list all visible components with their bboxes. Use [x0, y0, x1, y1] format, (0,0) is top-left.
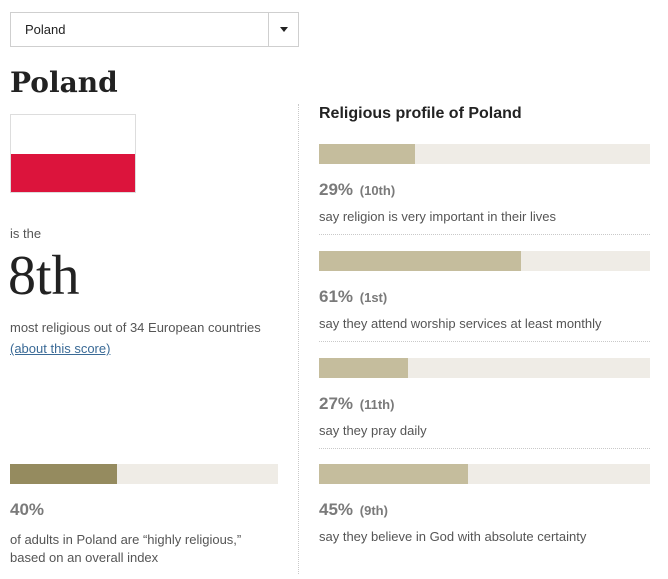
stat-separator: [319, 341, 650, 342]
overall-percent: 40%: [10, 500, 45, 519]
stat-separator: [319, 234, 650, 235]
poland-flag: [10, 114, 136, 193]
country-title: Poland: [10, 66, 118, 99]
stat-rank: (11th): [359, 397, 395, 412]
caret-down-icon[interactable]: [279, 27, 288, 32]
stat-bar: [319, 251, 650, 271]
overall-index-bar-fill: [10, 464, 118, 484]
overall-description: of adults in Poland are “highly religiou…: [10, 532, 242, 565]
country-select[interactable]: Poland: [10, 12, 299, 47]
about-score-link[interactable]: (about this score): [10, 341, 111, 356]
dropdown-toggle[interactable]: [268, 13, 298, 46]
stat-item: 45% (9th) say they believe in God with a…: [319, 464, 650, 544]
stat-bar-fill: [319, 358, 409, 378]
flag-red-stripe: [11, 154, 135, 192]
overall-index-bar: [10, 464, 278, 484]
flag-white-stripe: [11, 115, 135, 154]
rank-description: most religious out of 34 European countr…: [10, 320, 261, 335]
stat-bar: [319, 358, 650, 378]
stat-item: 29% (10th) say religion is very importan…: [319, 144, 650, 235]
stat-percent: 27%: [319, 394, 354, 413]
stat-percent: 61%: [319, 287, 354, 306]
stat-percent-line: 29% (10th): [319, 180, 650, 200]
stat-percent-line: 61% (1st): [319, 287, 650, 307]
stat-percent: 29%: [319, 180, 354, 199]
stat-percent-line: 27% (11th): [319, 394, 650, 414]
stat-bar: [319, 144, 650, 164]
stat-bar-fill: [319, 251, 521, 271]
stat-item: 61% (1st) say they attend worship servic…: [319, 251, 650, 342]
country-select-value[interactable]: Poland: [25, 22, 66, 37]
profile-title: Religious profile of Poland: [319, 105, 522, 122]
stat-item: 27% (11th) say they pray daily: [319, 358, 650, 449]
stat-rank: (10th): [359, 183, 396, 198]
stat-bar: [319, 464, 650, 484]
stat-label: say they attend worship services at leas…: [319, 316, 602, 331]
column-divider: [298, 104, 299, 574]
stat-separator: [319, 448, 650, 449]
stat-label: say they believe in God with absolute ce…: [319, 529, 587, 544]
stat-bar-fill: [319, 464, 468, 484]
stat-label: say they pray daily: [319, 423, 427, 438]
stat-bar-fill: [319, 144, 415, 164]
stat-percent-line: 45% (9th): [319, 500, 650, 520]
rank-prefix: is the: [10, 226, 42, 241]
stat-rank: (1st): [359, 290, 388, 305]
rank-value: 8th: [8, 245, 80, 307]
stat-label: say religion is very important in their …: [319, 209, 556, 224]
stat-rank: (9th): [359, 503, 388, 518]
stat-percent: 45%: [319, 500, 354, 519]
